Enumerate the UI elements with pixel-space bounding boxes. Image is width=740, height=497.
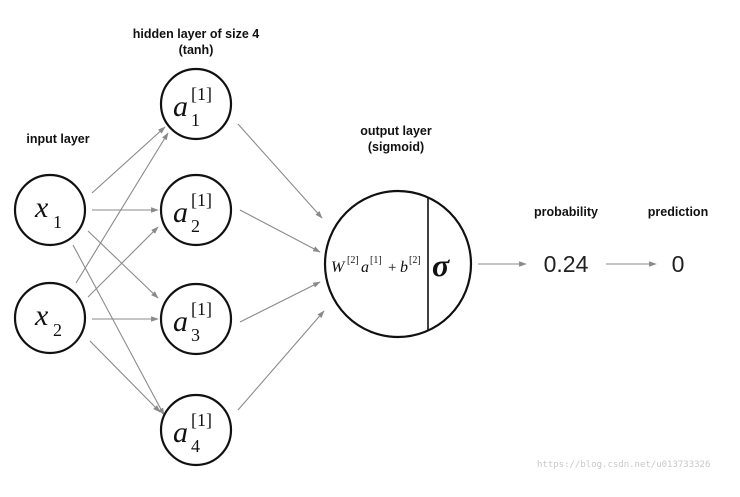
- input-index: 1: [53, 212, 62, 232]
- edge-a2-out: [239, 209, 321, 253]
- edge-x1-a3: [87, 230, 159, 299]
- input-node-x2: x 2: [13, 281, 87, 355]
- probability-label: probability: [534, 205, 598, 219]
- edge-x1-a4: [72, 244, 165, 416]
- hidden-symbol: a: [173, 305, 188, 338]
- edge-a1-out: [237, 123, 323, 219]
- input-symbol: x: [34, 299, 49, 332]
- hidden-node-a3: a [1] 3: [159, 282, 233, 356]
- output-node: W [2] a [1] + b [2] σ: [323, 189, 473, 339]
- hidden-superscript: [1]: [191, 299, 212, 319]
- hidden-superscript: [1]: [191, 190, 212, 210]
- edge-x1-a1: [91, 126, 166, 194]
- edge-x2-a4: [89, 340, 161, 413]
- input-hidden-edges: [72, 126, 169, 416]
- hidden-index: 1: [191, 110, 200, 130]
- input-symbol: x: [34, 191, 49, 224]
- watermark: https://blog.csdn.net/u013733326: [537, 460, 710, 470]
- hidden-symbol: a: [173, 196, 188, 229]
- output-bias-superscript: [2]: [409, 255, 421, 266]
- hidden-superscript: [1]: [191, 84, 212, 104]
- edge-a3-out: [239, 281, 321, 323]
- output-activation-superscript: [1]: [370, 255, 382, 266]
- hidden-symbol: a: [173, 90, 188, 123]
- hidden-superscript: [1]: [191, 410, 212, 430]
- hidden-symbol: a: [173, 416, 188, 449]
- edge-x2-a2: [87, 226, 159, 298]
- hidden-node-a2: a [1] 2: [159, 173, 233, 247]
- prediction-label: prediction: [648, 205, 708, 219]
- hidden-node-a1: a [1] 1: [159, 67, 233, 141]
- input-index: 2: [53, 320, 62, 340]
- output-layer-label: output layer: [360, 124, 432, 138]
- hidden-index: 3: [191, 325, 200, 345]
- hidden-layer-activation-label: (tanh): [179, 43, 214, 57]
- hidden-index: 2: [191, 216, 200, 236]
- output-activation-symbol: a: [361, 259, 369, 276]
- hidden-layer-label: hidden layer of size 4: [133, 27, 259, 41]
- prediction-value: 0: [672, 251, 685, 277]
- output-weight-superscript: [2]: [347, 255, 359, 266]
- output-sigma-symbol: σ: [432, 247, 450, 283]
- input-node-x1: x 1: [13, 173, 87, 247]
- input-layer-label: input layer: [26, 132, 89, 146]
- output-bias-symbol: b: [400, 259, 408, 276]
- edge-x2-a1: [75, 132, 169, 284]
- output-weight-symbol: W: [331, 259, 346, 276]
- edge-a4-out: [237, 310, 325, 411]
- hidden-index: 4: [191, 436, 200, 456]
- output-layer-activation-label: (sigmoid): [368, 140, 424, 154]
- probability-value: 0.24: [544, 251, 589, 277]
- hidden-node-a4: a [1] 4: [159, 393, 233, 467]
- output-plus-sign: +: [388, 260, 396, 276]
- hidden-output-edges: [237, 123, 325, 411]
